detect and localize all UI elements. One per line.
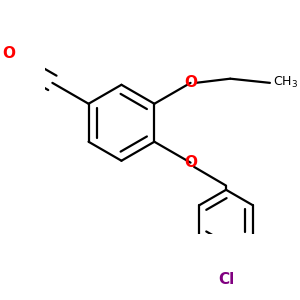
Text: O: O <box>184 155 197 170</box>
Text: O: O <box>2 46 15 61</box>
Text: CH$_3$: CH$_3$ <box>274 75 298 90</box>
Text: Cl: Cl <box>218 272 234 287</box>
Text: O: O <box>184 75 197 90</box>
